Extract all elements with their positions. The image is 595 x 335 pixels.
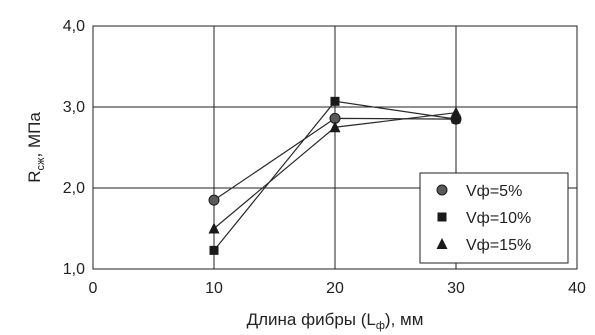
legend-items: Vф=5% Vф=10% Vф=15% [436, 183, 531, 254]
y-axis-title-main: R [25, 170, 44, 182]
y-tick-label: 1,0 [63, 261, 85, 278]
data-point-square [209, 245, 219, 255]
x-axis-title-subscript: ф [376, 320, 385, 332]
legend-marker-triangle [436, 238, 448, 249]
y-axis-title: Rсж, МПа [25, 112, 47, 183]
x-axis-title: Длина фибры (Lф), мм [247, 310, 424, 332]
y-tick-label: 2,0 [63, 180, 85, 197]
series-2 [209, 96, 461, 255]
x-axis-title-tail: ), мм [385, 310, 423, 329]
legend-marker-circle [436, 184, 448, 196]
legend-label: Vф=15% [466, 237, 531, 254]
tick-labels: 0 10 20 30 40 1,0 2,0 3,0 4,0 [63, 18, 586, 297]
data-point-triangle [329, 121, 341, 133]
legend-label: Vф=10% [466, 210, 531, 227]
plot-area-frame [92, 25, 578, 270]
x-tick-label: 30 [447, 280, 465, 297]
x-tick-label: 20 [326, 280, 344, 297]
legend-label: Vф=5% [466, 183, 522, 200]
x-tick-label: 0 [89, 280, 98, 297]
data-point-square [330, 96, 340, 106]
y-tick-label: 3,0 [63, 99, 85, 116]
legend-item: Vф=10% [437, 210, 531, 227]
legend-item: Vф=15% [436, 237, 531, 254]
y-axis-title-subscript: сж [35, 157, 47, 171]
data-point-circle [208, 194, 220, 206]
y-tick-label: 4,0 [63, 18, 85, 35]
legend: Vф=5% Vф=10% Vф=15% [419, 172, 569, 264]
x-tick-label: 40 [568, 280, 586, 297]
legend-item: Vф=5% [436, 183, 522, 200]
series-3 [208, 106, 462, 234]
data-point-square [451, 114, 461, 124]
y-axis-title-tail: , МПа [25, 112, 44, 158]
legend-marker-square [437, 212, 447, 222]
data-point-triangle [450, 106, 462, 118]
x-tick-label: 10 [205, 280, 223, 297]
data-point-triangle [208, 222, 220, 234]
x-axis-title-main: Длина фибры (L [247, 310, 376, 329]
data-series [208, 96, 462, 255]
